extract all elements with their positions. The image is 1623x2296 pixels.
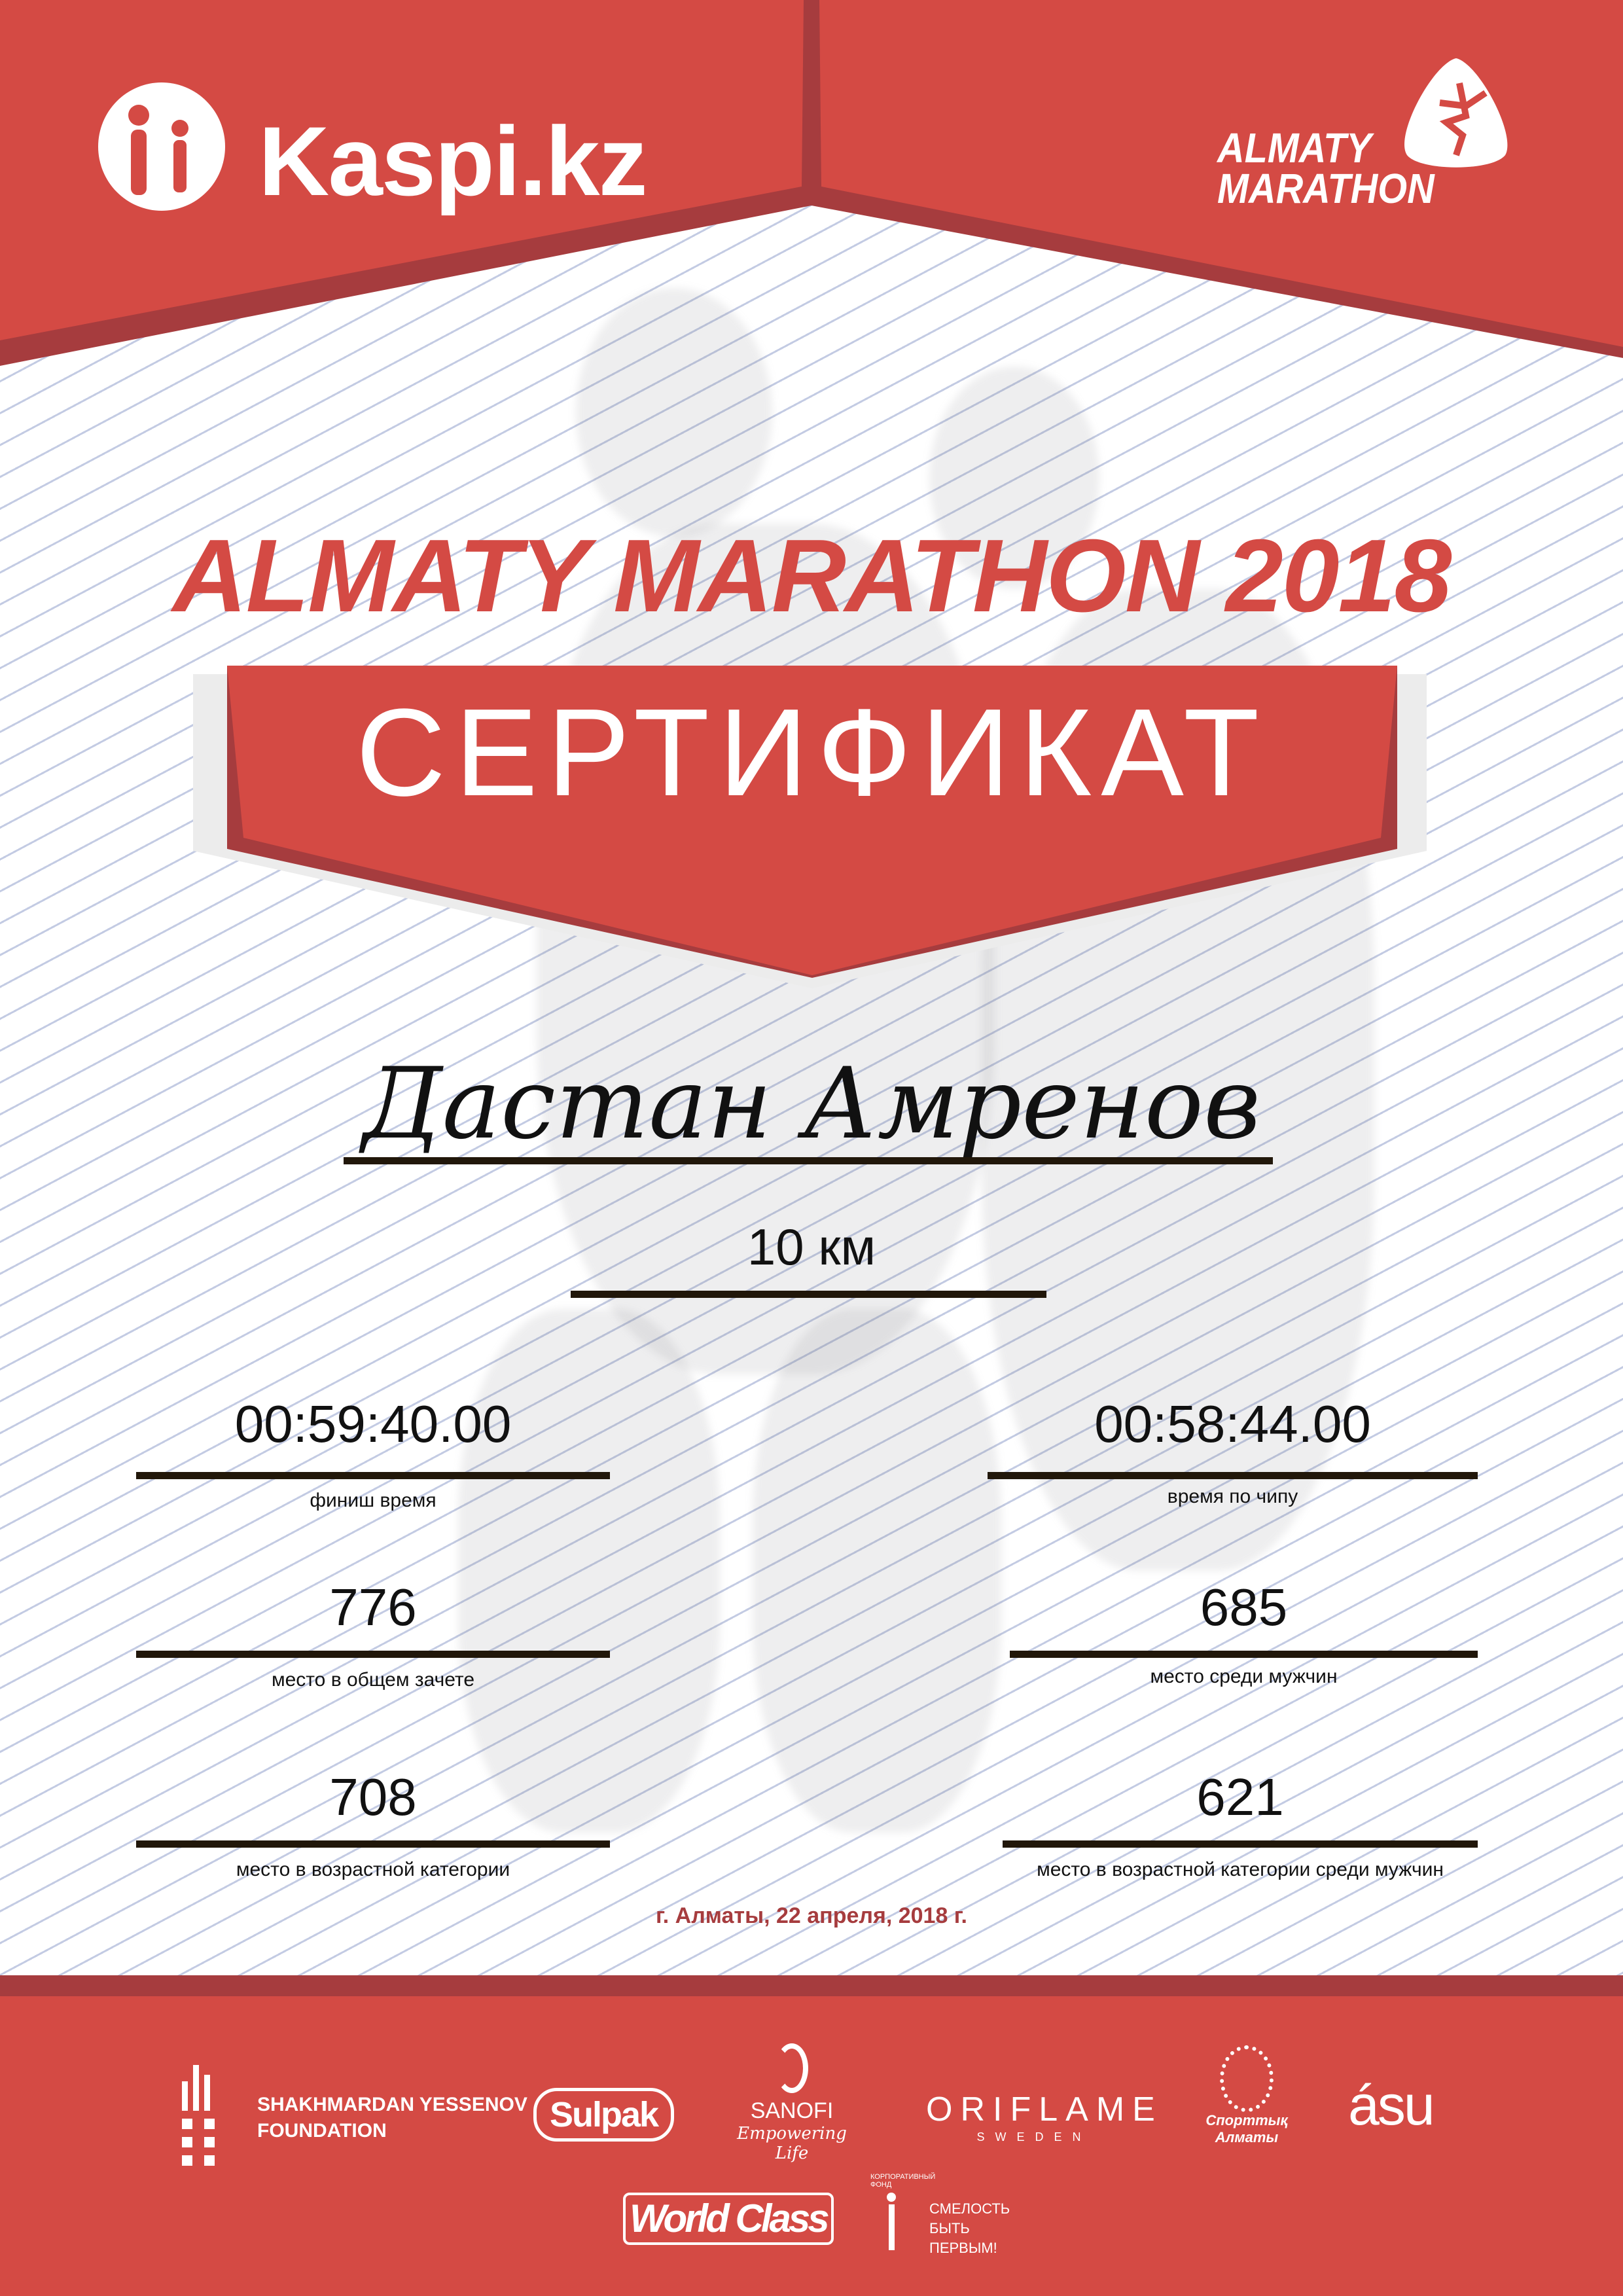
- logo-line: SANOFI: [750, 2098, 834, 2123]
- logo-line: ПЕРВЫМ!: [929, 2240, 997, 2256]
- finish-time-label: финиш время: [310, 1490, 437, 1511]
- gender-place-label: место среди мужчин: [1150, 1666, 1338, 1687]
- logo-line: Спорттық: [1205, 2112, 1288, 2128]
- overall-place-label: место в общем зачете: [271, 1669, 475, 1691]
- kaspi-logo-icon: [98, 82, 225, 211]
- runners-photo: [458, 1309, 720, 1833]
- underline: [136, 1472, 610, 1479]
- sulpak-logo: Sulpak: [533, 2088, 674, 2142]
- distance-underline: [571, 1291, 1046, 1298]
- runners-photo: [753, 1309, 1001, 1833]
- runners-photo: [929, 367, 1099, 589]
- logo-line: ALMATY: [1217, 124, 1372, 171]
- age-gender-place-label: место в возрастной категории среди мужчи…: [1037, 1859, 1444, 1880]
- fund-arc-text: КОРПОРАТИВНЫЙ ФОНД: [870, 2173, 936, 2189]
- issue-date: г. Алматы, 22 апреля, 2018 г.: [656, 1903, 967, 1928]
- chip-time-value: 00:58:44.00: [1094, 1395, 1371, 1453]
- underline: [136, 1840, 610, 1848]
- sanofi-logo: SANOFI Empowering Life: [726, 2043, 857, 2163]
- age-gender-place-value: 621: [1196, 1768, 1284, 1826]
- fund-logo-icon: КОРПОРАТИВНЫЙ ФОНД: [870, 2173, 936, 2250]
- fund-logo-text: СМЕЛОСТЬ БЫТЬ ПЕРВЫМ!: [929, 2199, 1010, 2258]
- underline: [1010, 1651, 1478, 1658]
- certificate-banner-text: СЕРТИФИКАТ: [355, 683, 1269, 822]
- overall-place-value: 776: [329, 1578, 417, 1636]
- underline: [136, 1651, 610, 1658]
- almaty-marathon-logo-icon: [1404, 58, 1508, 168]
- yessenov-logo-text: SHAKHMARDAN YESSENOV FOUNDATION: [257, 2092, 527, 2144]
- sport-almaty-logo: Спорттық Алматы: [1198, 2045, 1296, 2146]
- underline: [1003, 1840, 1478, 1848]
- logo-line: БЫТЬ: [929, 2220, 970, 2236]
- logo-line: SWEDEN: [976, 2130, 1092, 2144]
- finish-time-value: 00:59:40.00: [234, 1395, 512, 1453]
- chip-time-label: время по чипу: [1167, 1486, 1298, 1507]
- event-title: ALMATY MARATHON 2018: [172, 518, 1452, 634]
- distance: 10 км: [747, 1218, 876, 1276]
- age-place-value: 708: [329, 1768, 417, 1826]
- logo-line: SHAKHMARDAN YESSENOV: [257, 2094, 527, 2115]
- underline: [988, 1472, 1478, 1479]
- logo-line: СМЕЛОСТЬ: [929, 2200, 1010, 2217]
- name-underline: [344, 1157, 1273, 1164]
- logo-line: Алматы: [1215, 2129, 1279, 2145]
- logo-line: MARATHON: [1217, 165, 1435, 212]
- age-place-label: место в возрастной категории: [236, 1859, 510, 1880]
- kaspi-logo-text: Kaspi.kz: [259, 106, 648, 216]
- sanofi-bird-icon: [776, 2043, 808, 2093]
- sport-almaty-emblem-icon: [1220, 2045, 1274, 2112]
- gender-place-value: 685: [1200, 1578, 1288, 1636]
- worldclass-logo: World Class: [623, 2193, 834, 2245]
- sponsors-footer: SHAKHMARDAN YESSENOV FOUNDATION Sulpak S…: [0, 1975, 1623, 2296]
- logo-line: FOUNDATION: [257, 2120, 387, 2142]
- runners-photo: [576, 288, 772, 537]
- participant-name: Дастан Амренов: [362, 1047, 1261, 1161]
- yessenov-logo-icon: [182, 2065, 215, 2166]
- asu-logo: ásu: [1348, 2074, 1435, 2137]
- almaty-marathon-logo-text: ALMATY MARATHON: [1217, 124, 1435, 212]
- oriflame-logo: ORIFLAME SWEDEN: [926, 2090, 1163, 2144]
- logo-line: ORIFLAME: [926, 2090, 1163, 2128]
- logo-line: Empowering Life: [737, 2124, 847, 2163]
